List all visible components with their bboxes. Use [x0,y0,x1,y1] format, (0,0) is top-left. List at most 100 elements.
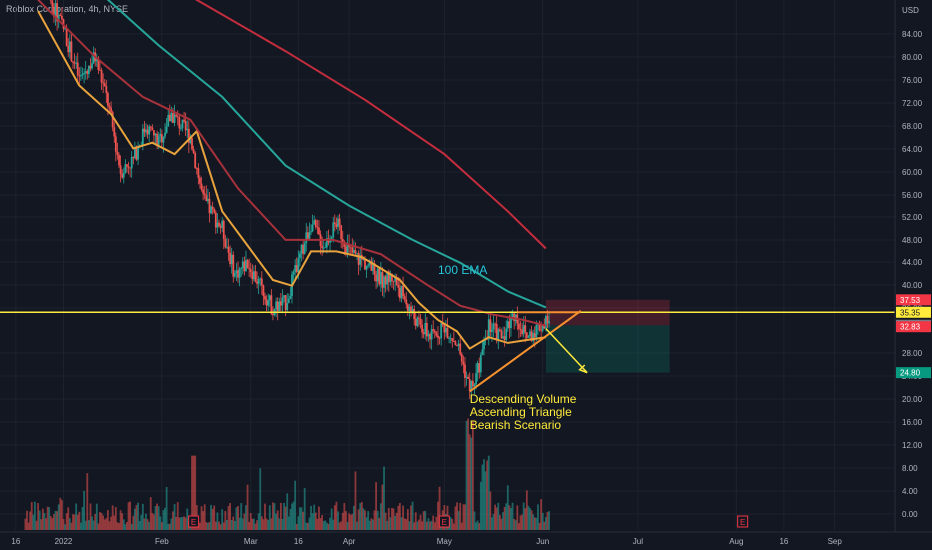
candle-body [449,338,452,339]
volume-bar [275,513,278,530]
volume-bar [475,522,477,530]
candle-body [308,232,311,239]
candle-body [448,338,450,340]
volume-bar [319,518,322,530]
volume-bar [235,507,238,530]
volume-bar [87,520,90,530]
candle-body [230,254,233,264]
candle-body [533,333,536,338]
volume-bar [429,521,431,530]
candle-body [70,41,73,62]
candle-body [95,58,98,62]
volume-bar [362,508,365,530]
candle-body [100,70,103,83]
volume-bar [175,516,178,530]
volume-bar [165,487,168,530]
candle-body [210,206,212,214]
candle-body [440,323,443,339]
volume-bar [233,521,236,530]
volume-bar [368,520,371,530]
volume-bar [214,521,217,530]
candle-body [498,329,501,331]
candle-body [362,259,365,260]
candle-body [508,321,511,329]
volume-bar [229,502,231,530]
volume-bar [257,513,260,530]
volume-bar [524,508,527,530]
volume-bar [206,522,209,530]
volume-bar [286,493,289,530]
volume-bar [97,523,100,530]
volume-bar [108,521,111,530]
candle-body [64,28,66,30]
volume-bar [299,507,301,530]
volume-bar [73,514,76,530]
candle-body [470,380,473,391]
candle-body [73,62,76,64]
volume-bar [395,512,398,530]
candle-body [289,296,292,299]
y-tick-label: 8.00 [902,464,918,473]
y-tick-label: 68.00 [902,122,923,131]
volume-bar [400,517,403,530]
volume-bar [454,506,457,530]
x-tick-label: Sep [828,537,843,546]
candle-body [137,147,139,160]
volume-bar [391,507,393,530]
x-tick-label: 16 [779,537,788,546]
candle-body [160,134,163,143]
volume-bar [141,503,144,530]
volume-bar [495,507,498,530]
volume-bar [168,523,171,530]
volume-bar [506,485,509,530]
candle-body [495,323,498,340]
candle-body [172,112,174,123]
candle-body [475,373,477,385]
volume-bar [246,484,249,530]
candle-body [235,270,238,274]
candle-body [532,333,535,341]
candle-body [462,361,465,365]
volume-bar [270,518,273,530]
candle-body [446,328,449,339]
volume-bar [54,510,57,530]
candle-body [251,272,254,280]
volume-bar [29,511,32,530]
candle-body [389,273,392,283]
candle-body [154,133,157,136]
volume-bar [294,480,297,530]
volume-bar [378,517,381,530]
candle-body [165,126,168,133]
candle-body [240,267,243,269]
volume-bar [522,502,525,530]
volume-bar [337,511,339,530]
x-tick-label: 2022 [55,537,73,546]
volume-bar [254,523,257,530]
candle-body [146,129,149,135]
volume-bar [56,511,59,530]
support-trendline [469,310,582,393]
volume-bar [110,516,112,530]
volume-bar [276,510,279,530]
candle-body [233,273,236,277]
ema-label: 100 EMA [438,263,487,277]
volume-bar [425,521,428,530]
candle-body [306,232,309,239]
candle-body [237,270,239,278]
volume-bar [59,497,62,530]
candle-body [464,364,466,378]
volume-bar [70,522,73,530]
candle-body [354,250,357,254]
candle-body [83,72,86,75]
candle-body [153,130,155,136]
candles [49,0,550,399]
candle-body [256,281,258,284]
volume-bar [311,513,314,530]
volume-bar [170,518,173,530]
candle-body [538,323,541,331]
y-tick-label: 72.00 [902,99,923,108]
candle-body [275,301,278,310]
candle-body [259,278,262,280]
volume-bar [116,522,119,530]
